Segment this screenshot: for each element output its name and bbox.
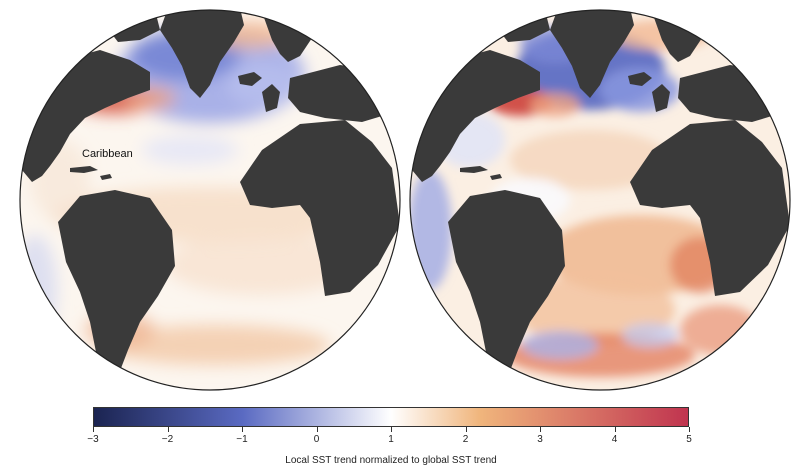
colorbar-tick-label: 4 — [611, 434, 618, 445]
globe-outline — [19, 9, 401, 391]
colorbar — [93, 407, 689, 427]
colorbar-tick-mark — [465, 427, 467, 432]
colorbar-tick-mark — [93, 427, 94, 432]
colorbar-tick-mark — [316, 427, 318, 432]
colorbar-tick-label: 0 — [313, 434, 320, 445]
colorbar-tick-mark — [167, 427, 169, 432]
colorbar-tick-label: −1 — [236, 434, 248, 445]
colorbar-tick-label: 2 — [462, 434, 469, 445]
colorbar-tick-mark — [540, 427, 541, 432]
colorbar-tick-mark — [689, 427, 690, 432]
left-globe — [19, 9, 401, 391]
colorbar-tick-label: 5 — [686, 434, 692, 445]
colorbar-tick-mark — [614, 427, 616, 432]
colorbar-tick-label: 3 — [537, 434, 543, 445]
land-masses — [20, 10, 400, 390]
right-globe — [409, 9, 791, 391]
colorbar-tick-label: 1 — [388, 434, 394, 445]
colorbar-tick-mark — [391, 427, 392, 432]
colorbar-tick-label: −2 — [161, 434, 174, 445]
colorbar-tick-mark — [242, 427, 243, 432]
caribbean-label: Caribbean — [82, 148, 133, 160]
globe-outline — [409, 9, 791, 391]
colorbar-label: Local SST trend normalized to global SST… — [285, 455, 497, 466]
colorbar-tick-label: −3 — [87, 434, 99, 445]
globe-maps — [19, 9, 791, 391]
